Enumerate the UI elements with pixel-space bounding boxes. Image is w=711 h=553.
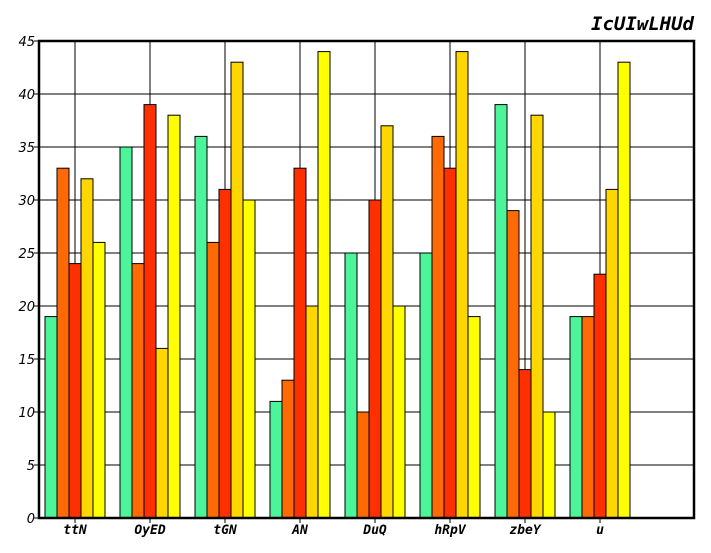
x-tick-label: DuQ [362,523,387,538]
bar [119,146,133,519]
bar [467,316,481,519]
bar [206,241,220,519]
y-tick-label: 0 [27,512,35,527]
bar [617,61,631,519]
y-tick-label: 45 [18,35,35,50]
y-tick-label: 40 [18,88,35,103]
y-tick-label: 15 [18,353,35,368]
bar [143,104,157,519]
bar [518,369,532,519]
bar [56,167,70,519]
bar [242,199,256,519]
bar [455,51,469,519]
bar [305,305,319,519]
bar [155,347,169,519]
bar [230,61,244,519]
bar [419,252,433,519]
bar [167,114,181,519]
bars [44,51,631,519]
bar [392,305,406,519]
y-axis-ticks: 0 5 10 15 20 25 30 35 40 45 [18,35,39,527]
bar [530,114,544,519]
bar [494,104,508,519]
bar [593,273,607,519]
y-tick-label: 20 [18,300,35,315]
x-tick-label: zbeY [509,523,541,538]
x-tick-label: ttN [63,523,87,538]
x-tick-label: AN [291,523,308,538]
bar [269,400,283,519]
bar [131,263,145,519]
y-tick-label: 35 [18,141,35,156]
bar [344,252,358,519]
bar [443,167,457,519]
x-axis-ticks: ttN OyED tGN AN DuQ hRpV zbeY u [63,518,604,538]
bar [368,199,382,519]
bar [605,188,619,519]
y-tick-label: 30 [18,194,35,209]
x-tick-label: OyED [134,523,165,538]
bar [80,178,94,519]
bar [581,316,595,519]
bar [542,411,556,519]
bar [281,379,295,519]
x-tick-label: tGN [213,523,237,538]
x-tick-label: u [596,523,604,538]
bar [68,263,82,519]
bar [293,167,307,519]
bar [317,51,331,519]
bar [356,411,370,519]
bar [569,316,583,519]
y-tick-label: 10 [18,406,35,421]
y-tick-label: 25 [18,247,35,262]
bar [506,210,520,519]
y-tick-label: 5 [27,459,35,474]
bar [92,241,106,519]
bar [218,188,232,519]
plot-frame [37,39,696,520]
bar [44,316,58,519]
x-tick-label: hRpV [434,523,466,538]
chart-title: IcUIwLHUd [591,13,695,35]
bar [194,135,208,519]
bar [380,125,394,519]
bar [431,135,445,519]
